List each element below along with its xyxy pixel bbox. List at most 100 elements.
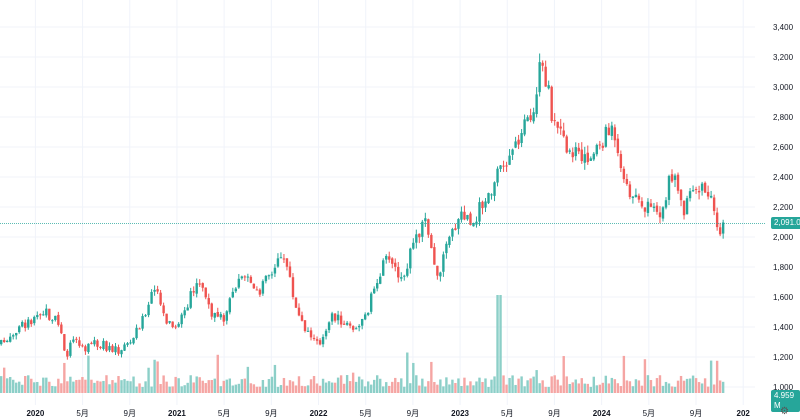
x-tick-label: 202 xyxy=(737,409,751,418)
candle-body xyxy=(354,328,358,330)
candle-body xyxy=(171,321,174,328)
volume-bar xyxy=(454,382,457,393)
y-tick-label: 3,400 xyxy=(773,23,794,32)
volume-bar xyxy=(448,384,451,393)
volume-bar xyxy=(2,367,6,393)
x-axis[interactable]: 2020 5月 9月 2021 5月 9月 2022 5月 9月 2023 5月 9月 2024 5月 9月… xyxy=(26,409,750,418)
candle-body xyxy=(484,201,487,208)
volume-bar xyxy=(442,386,445,393)
candle-body xyxy=(709,195,713,198)
volume-bar xyxy=(315,383,319,393)
volume-bar xyxy=(682,380,686,393)
volume-bar xyxy=(622,355,626,393)
candle-body xyxy=(147,304,150,316)
volume-bar xyxy=(186,382,189,393)
candle-body xyxy=(670,174,674,182)
volume-bar xyxy=(661,385,665,393)
volume-bar xyxy=(75,379,78,393)
candle-body xyxy=(186,307,189,311)
volume-bar xyxy=(123,379,126,393)
candle-body xyxy=(111,345,114,352)
volume-bar xyxy=(24,375,27,393)
y-axis[interactable]: 3,400 3,200 3,000 2,800 2,600 2,400 2,200 2,000… xyxy=(773,23,794,392)
candle-body xyxy=(616,138,620,154)
x-tick-label: 2023 xyxy=(451,409,469,418)
candle-body xyxy=(448,236,451,245)
candle-body xyxy=(372,288,376,294)
candle-body xyxy=(105,341,108,351)
gear-icon[interactable]: ⚙ xyxy=(780,406,789,417)
x-tick-label: 5月 xyxy=(359,409,371,418)
candle-body xyxy=(201,283,204,288)
volume-bar xyxy=(150,386,153,393)
y-tick-label: 2,600 xyxy=(773,143,794,152)
candle-body xyxy=(415,234,418,243)
candle-body xyxy=(619,154,623,169)
candle-body xyxy=(577,147,580,152)
volume-bar xyxy=(237,383,241,393)
x-tick-label: 2022 xyxy=(310,409,328,418)
volume-bar xyxy=(487,386,490,393)
candle-body xyxy=(388,256,391,260)
volume-bar xyxy=(580,378,583,393)
volume-bar xyxy=(192,382,195,393)
candle-body xyxy=(222,315,225,322)
candle-body xyxy=(439,272,442,277)
candle-body xyxy=(264,275,268,282)
volume-bar xyxy=(159,384,162,393)
volume-bar xyxy=(261,380,265,393)
candle-body xyxy=(159,292,162,305)
candle-body xyxy=(132,337,135,344)
volume-bar xyxy=(138,383,141,393)
candle-body xyxy=(144,315,147,317)
candle-body xyxy=(631,196,635,198)
candle-body xyxy=(39,314,42,316)
candle-body xyxy=(559,126,562,129)
volume-bar xyxy=(619,386,623,393)
volume-bar xyxy=(36,381,39,393)
candle-body xyxy=(246,276,250,278)
volume-bar xyxy=(595,385,599,393)
volume-bar xyxy=(541,380,544,393)
candle-body xyxy=(303,320,307,332)
volume-bar xyxy=(144,381,147,393)
candle-body xyxy=(255,289,259,291)
volume-bar xyxy=(66,381,69,393)
candle-body xyxy=(54,315,57,321)
volume-bar xyxy=(108,384,111,393)
candle-body xyxy=(102,340,105,349)
candle-body xyxy=(150,291,153,304)
candle-body xyxy=(481,201,484,209)
volume-bar xyxy=(99,381,102,393)
candle-body xyxy=(643,207,647,212)
volume-bar xyxy=(640,385,644,393)
candle-body xyxy=(397,266,400,278)
candle-body xyxy=(712,197,716,212)
volume-bar xyxy=(466,385,469,393)
volume-bar xyxy=(427,381,430,393)
candle-body xyxy=(667,175,671,200)
volume-bar xyxy=(499,295,502,393)
candle-body xyxy=(406,268,409,276)
candle-body xyxy=(568,150,571,152)
candle-body xyxy=(135,327,138,339)
volume-bar xyxy=(342,383,346,393)
volume-bar xyxy=(571,382,574,393)
volume-bar xyxy=(240,379,244,393)
volume-bar xyxy=(201,380,204,393)
candle-body xyxy=(192,291,195,293)
volume-bar xyxy=(679,375,683,393)
volume-bar xyxy=(430,361,433,393)
candle-body xyxy=(288,266,292,277)
candle-body xyxy=(57,314,60,325)
volume-bar xyxy=(18,381,21,393)
candle-body xyxy=(285,258,289,267)
candle-body xyxy=(658,212,662,218)
volume-bar xyxy=(204,383,207,393)
volume-bar xyxy=(517,378,520,393)
volume-bar xyxy=(246,366,250,393)
y-tick-label: 1,000 xyxy=(773,383,794,392)
candle-body xyxy=(90,342,93,344)
volume-bar xyxy=(303,386,307,393)
